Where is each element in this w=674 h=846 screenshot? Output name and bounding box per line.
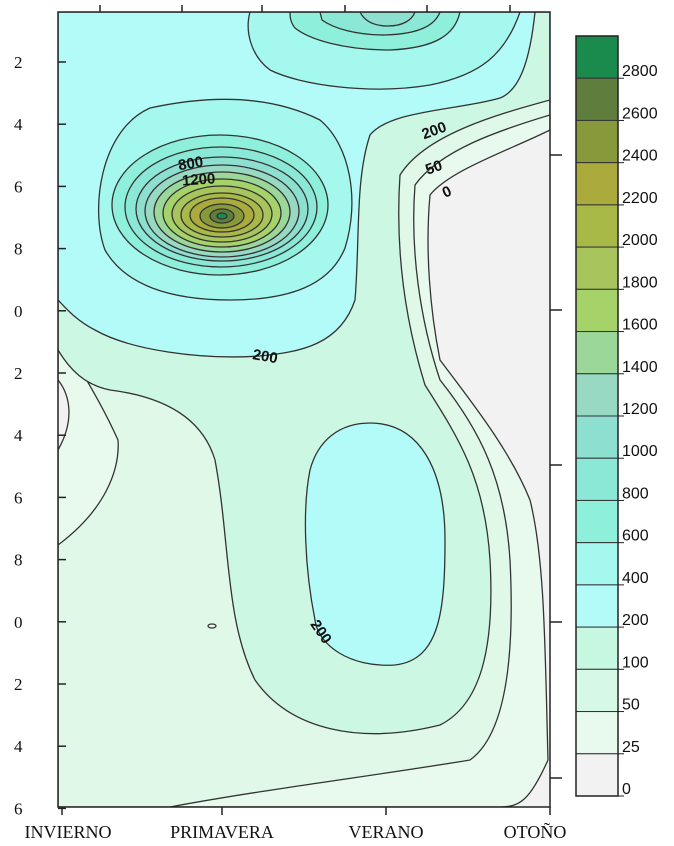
legend-label-100: 100 xyxy=(622,654,649,671)
colorbar-legend: 2800260024002200200018001600140012001000… xyxy=(575,35,658,798)
legend-frame xyxy=(575,35,619,797)
x-axis: INVIERNO PRIMAVERA VERANO OTOÑO xyxy=(25,807,567,842)
legend-label-50: 50 xyxy=(622,697,640,714)
legend-label-2200: 2200 xyxy=(622,190,658,207)
y-axis: 2 4 6 8 0 2 4 6 8 0 2 4 6 xyxy=(14,53,66,818)
y-tick-label-7: 6 xyxy=(14,488,23,507)
legend-label-2600: 2600 xyxy=(622,105,658,122)
legend-swatch-2200 xyxy=(575,162,619,206)
x-tick-label-3: OTOÑO xyxy=(504,821,567,842)
legend-swatch-1600 xyxy=(575,288,619,333)
plot-frame xyxy=(57,11,551,808)
right-ticks xyxy=(550,154,562,779)
y-tick-label-6: 4 xyxy=(14,426,23,445)
y-tick-label-1: 4 xyxy=(14,115,23,134)
legend-label-1400: 1400 xyxy=(622,359,658,376)
legend-swatch-1200 xyxy=(575,373,619,417)
y-tick-label-2: 6 xyxy=(14,177,23,196)
y-tick-label-4: 0 xyxy=(14,302,23,321)
contour-label-800: 800 xyxy=(177,153,205,174)
region-speck xyxy=(207,623,217,629)
x-tick-label-2: VERANO xyxy=(349,822,424,842)
y-tick-label-5: 2 xyxy=(14,364,23,383)
x-tick-label-0: INVIERNO xyxy=(25,822,112,842)
legend-label-1200: 1200 xyxy=(622,401,658,418)
legend-swatch-400 xyxy=(575,542,619,586)
legend-swatch-1000 xyxy=(575,415,619,459)
legend-label-25: 25 xyxy=(622,739,640,756)
legend-label-2000: 2000 xyxy=(622,232,658,249)
legend-label-1000: 1000 xyxy=(622,443,658,460)
y-tick-label-9: 0 xyxy=(14,613,23,632)
x-tick-label-1: PRIMAVERA xyxy=(170,822,274,842)
contour-label-1200: 1200 xyxy=(181,170,215,189)
y-tick-label-11: 4 xyxy=(14,737,23,756)
legend-label-2400: 2400 xyxy=(622,148,658,165)
legend-label-800: 800 xyxy=(622,485,649,502)
contour-label-200-upper: 200 xyxy=(251,346,279,367)
y-tick-label-10: 2 xyxy=(14,675,23,694)
region-level-200-lower xyxy=(304,422,446,666)
legend-swatch-1800 xyxy=(575,246,619,290)
legend-label-600: 600 xyxy=(622,528,649,545)
y-tick-label-0: 2 xyxy=(14,53,23,72)
legend-swatch-2600 xyxy=(575,77,619,121)
region-level-1000-top xyxy=(359,12,416,27)
region-level-2800 xyxy=(216,212,228,220)
legend-label-1600: 1600 xyxy=(622,317,658,334)
contour-label-50: 50 xyxy=(423,157,444,179)
legend-swatch-600 xyxy=(575,499,619,544)
legend-label-400: 400 xyxy=(622,570,649,587)
legend-swatch-2000 xyxy=(575,204,619,248)
legend-swatch-100 xyxy=(575,626,619,670)
contour-fills xyxy=(58,12,550,807)
top-ticks xyxy=(99,5,511,12)
legend-label-0: 0 xyxy=(622,781,631,798)
legend-swatch-0 xyxy=(575,753,619,797)
legend-swatch-2800 xyxy=(575,35,619,79)
y-tick-label-8: 8 xyxy=(14,551,23,570)
legend-swatch-200 xyxy=(575,584,619,628)
legend-swatch-2400 xyxy=(575,119,619,164)
legend-swatch-800 xyxy=(575,457,619,501)
legend-label-1800: 1800 xyxy=(622,274,658,291)
legend-label-2800: 2800 xyxy=(622,63,658,80)
legend-swatch-1400 xyxy=(575,331,619,375)
legend-label-200: 200 xyxy=(622,612,649,629)
y-tick-label-3: 8 xyxy=(14,240,23,259)
y-tick-label-12: 6 xyxy=(14,799,23,818)
legend-swatch-25 xyxy=(575,711,619,755)
legend-swatch-50 xyxy=(575,668,619,713)
